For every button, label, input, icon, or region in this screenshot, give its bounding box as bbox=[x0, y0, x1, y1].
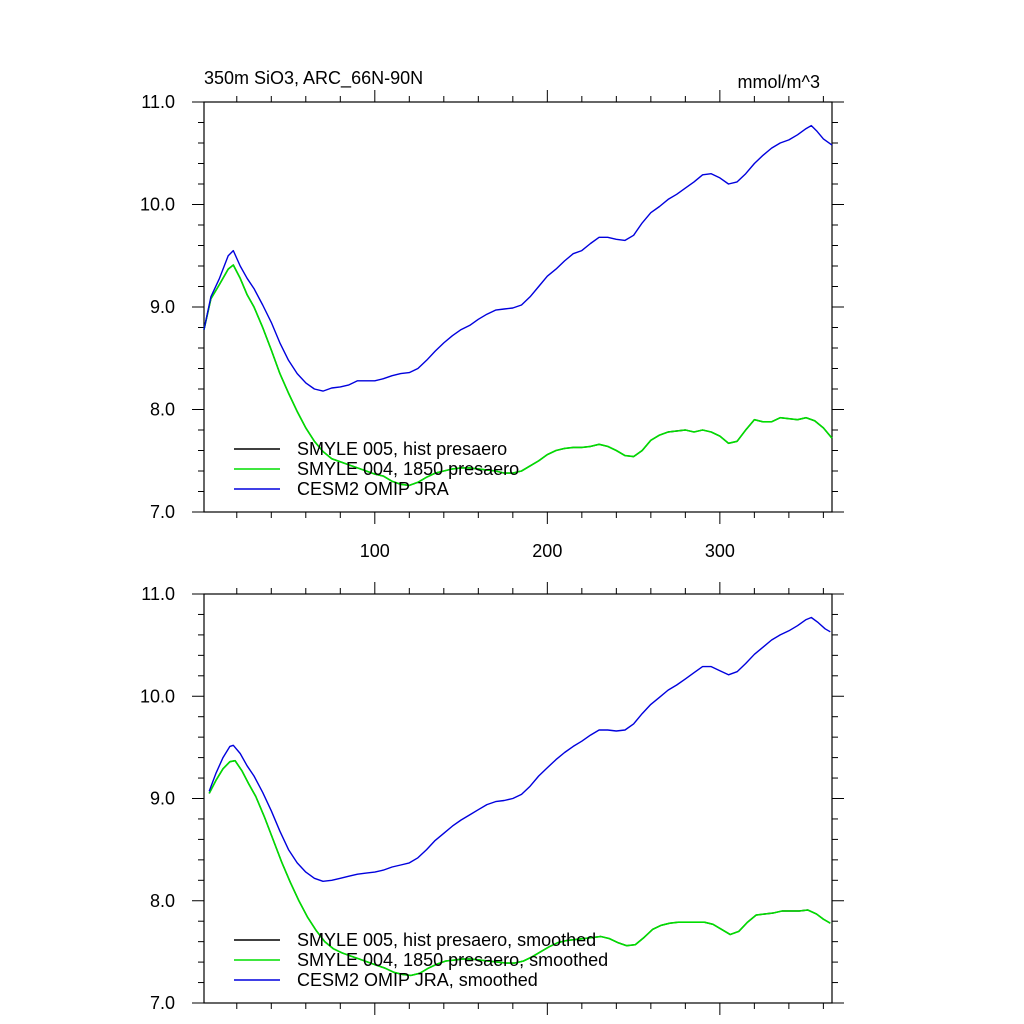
y-tick-label: 11.0 bbox=[141, 584, 175, 604]
legend-label: CESM2 OMIP JRA, smoothed bbox=[297, 970, 538, 990]
x-tick-label: 300 bbox=[705, 541, 735, 561]
series-line-1 bbox=[208, 759, 831, 977]
x-tick-label: 100 bbox=[360, 541, 390, 561]
y-tick-label: 10.0 bbox=[140, 195, 175, 215]
figure-title: 350m SiO3, ARC_66N-90N bbox=[204, 68, 423, 89]
legend-label: SMYLE 004, 1850 presaero, smoothed bbox=[297, 950, 608, 970]
y-tick-label: 9.0 bbox=[150, 789, 175, 809]
series-line-1 bbox=[203, 264, 833, 487]
panel-top: 7.0 8.0 9.0 10.0 11.0 100 200 300 SMYLE 005, his… bbox=[140, 90, 844, 561]
y-tick-label: 8.0 bbox=[150, 400, 175, 420]
figure-units: mmol/m^3 bbox=[738, 72, 820, 92]
y-tick-label: 9.0 bbox=[150, 297, 175, 317]
y-tick-label: 8.0 bbox=[150, 891, 175, 911]
y-tick-label: 7.0 bbox=[150, 502, 175, 522]
legend-label: SMYLE 004, 1850 presaero bbox=[297, 459, 519, 479]
series-line-2 bbox=[203, 124, 833, 392]
y-tick-label: 7.0 bbox=[150, 993, 175, 1013]
legend-label: SMYLE 005, hist presaero bbox=[297, 439, 507, 459]
series-line-2 bbox=[208, 616, 831, 882]
y-tick-label: 10.0 bbox=[140, 686, 175, 706]
legend-label: CESM2 OMIP JRA bbox=[297, 479, 449, 499]
panel-bottom: 7.0 8.0 9.0 10.0 11.0 SMYLE 005, hist presaer… bbox=[140, 582, 844, 1015]
x-tick-label: 200 bbox=[532, 541, 562, 561]
y-tick-label: 11.0 bbox=[141, 92, 175, 112]
legend-label: SMYLE 005, hist presaero, smoothed bbox=[297, 930, 596, 950]
